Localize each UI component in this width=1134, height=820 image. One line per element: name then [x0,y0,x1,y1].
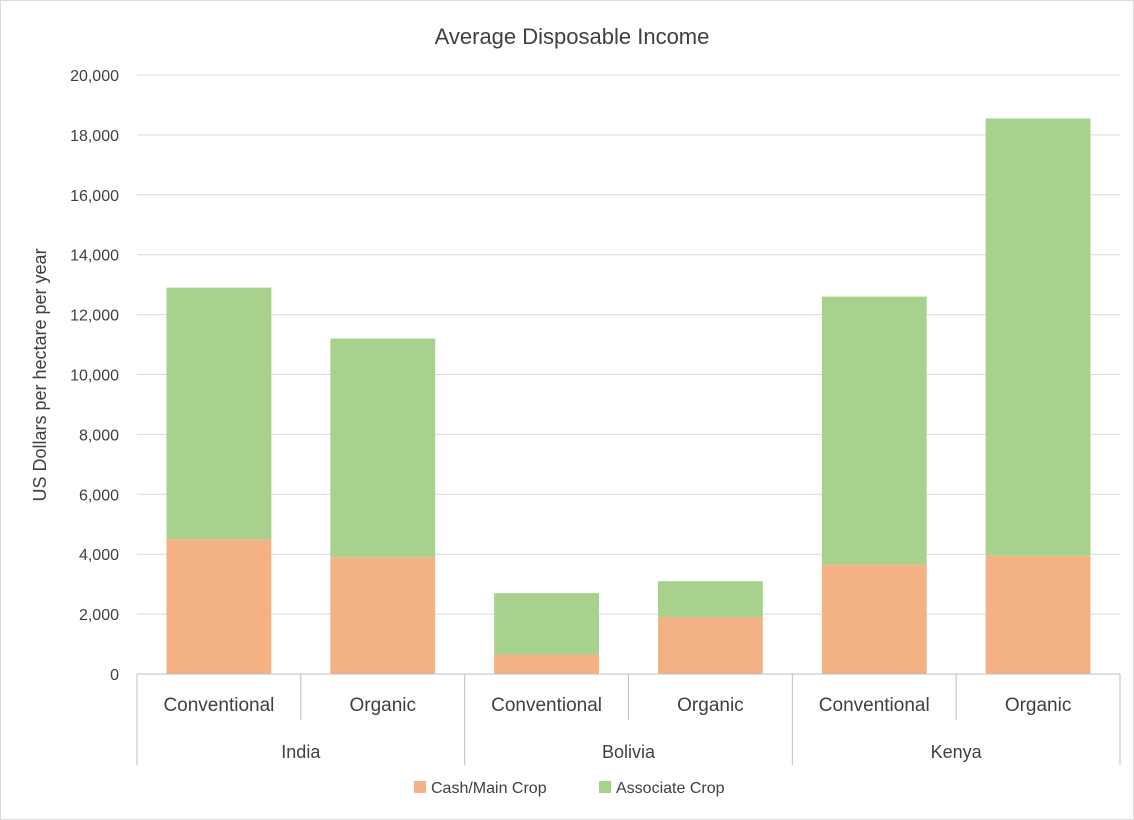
y-tick-label: 14,000 [70,248,119,265]
bar-segment [166,539,272,674]
y-tick-label: 4,000 [79,547,119,564]
bars [166,118,1091,674]
y-axis-label: US Dollars per hectare per year [30,248,50,501]
x-category-label: Conventional [163,695,274,716]
legend-label: Cash/Main Crop [431,780,547,797]
x-category-label: Organic [349,695,416,716]
y-tick-label: 20,000 [70,68,119,85]
gridlines [137,74,1120,615]
legend-label: Associate Crop [616,780,725,797]
y-tick-label: 0 [110,667,119,684]
y-tick-label: 2,000 [79,607,119,624]
legend-swatch [414,781,426,793]
x-category-label: Organic [677,695,744,716]
bar-segment [166,287,272,540]
chart-title: Average Disposable Income [435,24,710,49]
x-category-label: Conventional [819,695,930,716]
bar-segment [821,564,927,674]
y-tick-label: 16,000 [70,188,119,205]
bar-segment [985,555,1091,674]
bar-segment [494,654,600,674]
y-tick-label: 8,000 [79,427,119,444]
bar-segment [657,617,763,674]
bar-segment [821,296,927,565]
y-tick-label: 10,000 [70,368,119,385]
legend: Cash/Main Crop Associate Crop [414,780,725,797]
y-axis-ticks: 0 2,000 4,000 6,000 8,000 10,000 12,000 14,000 1… [70,68,119,684]
y-tick-label: 18,000 [70,128,119,145]
x-group-label: Kenya [931,742,983,762]
bar-segment [657,581,763,618]
bar-segment [985,118,1091,556]
legend-swatch [599,781,611,793]
bar-segment [330,338,436,558]
y-tick-label: 12,000 [70,308,119,325]
x-group-label: India [281,742,321,762]
x-group-label: Bolivia [602,742,656,762]
y-tick-label: 6,000 [79,487,119,504]
x-axis: Conventional Organic India Conventional Orga… [136,673,1121,765]
x-category-label: Conventional [491,695,602,716]
x-category-label: Organic [1005,695,1072,716]
bar-segment [494,593,600,655]
bar-segment [330,557,436,674]
